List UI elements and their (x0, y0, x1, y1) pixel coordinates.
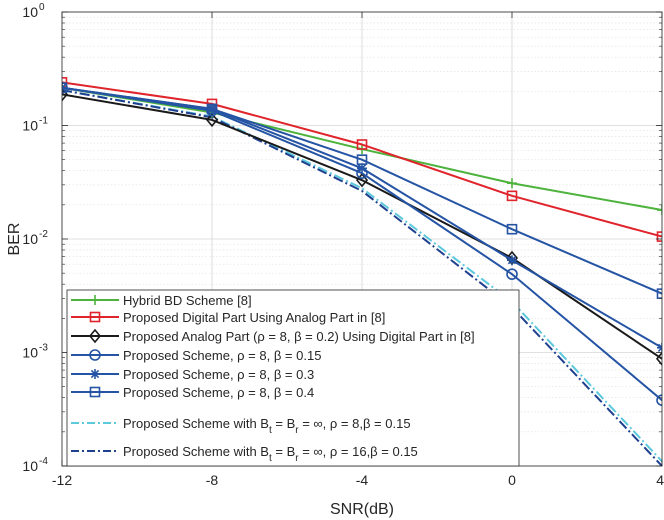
data-point (205, 112, 219, 128)
legend-label: Proposed Analog Part (ρ = 8, β = 0.2) Us… (123, 329, 475, 344)
legend-marker (89, 311, 101, 323)
series-7 (62, 89, 662, 462)
y-tick-label: 10 (22, 231, 38, 247)
legend-label-part: = ∞, ρ = 8,β = 0.15 (299, 416, 411, 431)
legend-label: Hybrid BD Scheme [8] (123, 293, 252, 308)
legend-marker (90, 369, 100, 379)
legend-box (66, 289, 520, 467)
x-tick-label: 4 (656, 472, 664, 488)
y-axis-label: BER (6, 223, 23, 256)
data-point (506, 223, 518, 235)
series-line (62, 89, 662, 466)
data-point (657, 342, 662, 353)
data-point (355, 172, 369, 188)
legend-marker (89, 386, 101, 398)
y-tick-exponent: 0 (39, 2, 45, 13)
x-tick-label: 0 (508, 472, 516, 488)
data-point (507, 178, 517, 189)
series-line (62, 93, 662, 360)
data-point (657, 205, 662, 216)
x-axis-label: SNR(dB) (330, 501, 394, 518)
series-line (62, 89, 662, 462)
y-tick-label: 10 (22, 118, 38, 134)
y-tick-exponent: -4 (39, 456, 48, 467)
legend-label-part: = B (272, 416, 296, 431)
x-tick-label: -4 (356, 472, 369, 488)
data-point (62, 77, 68, 88)
data-point (356, 154, 368, 165)
y-tick-exponent: -3 (39, 343, 48, 354)
data-point (656, 231, 662, 242)
y-tick-label: 10 (22, 345, 38, 361)
legend-label: Proposed Scheme, ρ = 8, β = 0.4 (123, 385, 314, 400)
y-tick-label: 10 (22, 4, 38, 20)
legend-label-part: t (269, 453, 272, 464)
data-point (507, 255, 517, 266)
data-point (357, 163, 367, 174)
data-point (656, 394, 662, 406)
x-tick-label: -12 (52, 472, 72, 488)
x-tick-label: -8 (206, 472, 219, 488)
legend-label: Proposed Scheme, ρ = 8, β = 0.3 (123, 367, 314, 382)
legend-label-part: = B (272, 444, 296, 459)
legend-item-8: Proposed Scheme with Bt = Br = ∞, ρ = 16… (71, 444, 418, 464)
legend-label-part: r (295, 453, 299, 464)
legend-item-4: Proposed Scheme, ρ = 8, β = 0.15 (71, 348, 321, 363)
legend-label-part: t (269, 425, 272, 436)
data-point (206, 103, 218, 115)
legend-label-part: = ∞, ρ = 16,β = 0.15 (299, 444, 418, 459)
legend-marker (90, 295, 100, 305)
legend-item-1: Hybrid BD Scheme [8] (71, 293, 252, 308)
data-point (506, 268, 518, 280)
legend-item-2: Proposed Digital Part Using Analog Part … (71, 310, 385, 325)
series-group (62, 77, 662, 466)
data-point (655, 351, 662, 367)
y-tick-exponent: -2 (39, 229, 48, 240)
series-6 (62, 82, 662, 299)
legend-item-6: Proposed Scheme, ρ = 8, β = 0.4 (71, 385, 314, 400)
legend-item-5: Proposed Scheme, ρ = 8, β = 0.3 (71, 367, 314, 382)
legend-label: Proposed Scheme, ρ = 8, β = 0.15 (123, 348, 321, 363)
legend-item-3: Proposed Analog Part (ρ = 8, β = 0.2) Us… (71, 328, 475, 344)
legend: Hybrid BD Scheme [8] Proposed Digital Par… (66, 289, 520, 467)
legend-label-part: Proposed Scheme with B (123, 444, 269, 459)
data-point (506, 190, 518, 202)
series-line (62, 86, 662, 295)
y-tick-label: 10 (22, 458, 38, 474)
legend-label: Proposed Digital Part Using Analog Part … (123, 310, 385, 325)
series-line (62, 81, 662, 238)
data-point (356, 139, 368, 150)
legend-marker (89, 349, 101, 361)
legend-label: Proposed Scheme with Bt = Br = ∞, ρ = 8,… (123, 416, 411, 436)
legend-label-part: r (295, 425, 299, 436)
series-8 (62, 89, 662, 466)
y-tick-exponent: -1 (39, 116, 48, 127)
data-point (656, 288, 662, 299)
legend-label: Proposed Scheme with Bt = Br = ∞, ρ = 16… (123, 444, 418, 464)
legend-marker (88, 328, 102, 344)
data-point (62, 82, 68, 94)
legend-label-part: Proposed Scheme with B (123, 416, 269, 431)
legend-item-7: Proposed Scheme with Bt = Br = ∞, ρ = 8,… (71, 416, 411, 436)
